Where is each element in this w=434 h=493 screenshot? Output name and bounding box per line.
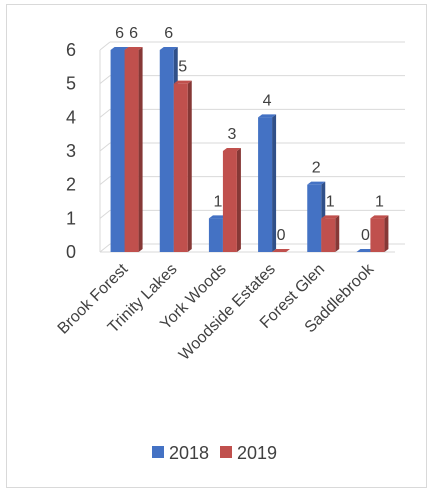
bar-2019-trinity-lakes-top xyxy=(173,80,192,84)
legend-item-2018: 2018 xyxy=(152,443,209,463)
data-label-2018-york-woods: 1 xyxy=(213,193,222,210)
legend: 2018 2019 xyxy=(152,443,277,463)
bar-2019-saddlebrook-front xyxy=(370,218,385,252)
data-label-2018-brook-forest: 6 xyxy=(115,25,124,42)
data-label-2019-forest-glen: 1 xyxy=(326,193,335,210)
bar-2019-trinity-lakes xyxy=(173,80,192,253)
data-label-2019-trinity-lakes: 5 xyxy=(178,59,187,76)
bar-2018-trinity-lakes-front xyxy=(159,50,174,252)
bar-2018-woodside-estates-side xyxy=(272,114,277,252)
data-label-2019-brook-forest: 6 xyxy=(129,25,138,42)
legend-label-2019: 2019 xyxy=(237,443,277,463)
y-tick-label: 1 xyxy=(66,208,76,228)
bar-2018-brook-forest-top xyxy=(110,47,129,50)
gridline-depth xyxy=(99,176,111,186)
bar-2019-york-woods-side xyxy=(236,148,241,252)
y-axis: 0 1 2 3 4 5 6 xyxy=(66,40,76,262)
data-label-2019-woodside-estates: 0 xyxy=(277,227,286,244)
y-tick-label: 6 xyxy=(66,40,76,60)
gridlines xyxy=(99,41,405,253)
y-tick-label: 2 xyxy=(66,175,76,195)
bar-2019-brook-forest-top xyxy=(124,47,143,50)
bar-2019-saddlebrook-top xyxy=(370,215,389,219)
bar-2018-brook-forest-front xyxy=(110,50,125,252)
bar-2019-trinity-lakes-side xyxy=(187,80,192,253)
bar-2018-trinity-lakes-top xyxy=(159,47,178,50)
bar-2018-saddlebrook-top xyxy=(356,249,375,252)
bar-2018-woodside-estates-top xyxy=(258,114,277,118)
bar-2019-brook-forest xyxy=(124,47,143,252)
bar-2019-brook-forest-side xyxy=(138,47,143,252)
bar-2019-saddlebrook-side xyxy=(384,215,389,252)
y-tick-label: 4 xyxy=(66,107,76,127)
gridline-depth xyxy=(99,243,111,253)
bar-2019-york-woods-top xyxy=(222,148,241,151)
gridline-depth xyxy=(99,41,111,51)
data-label-2018-woodside-estates: 4 xyxy=(263,92,272,109)
bar-2019-saddlebrook xyxy=(370,215,389,252)
legend-swatch-2018 xyxy=(152,446,164,458)
y-tick-label: 0 xyxy=(66,242,76,262)
y-tick-label: 3 xyxy=(66,141,76,161)
bar-2019-trinity-lakes-front xyxy=(173,83,188,253)
bar-2019-forest-glen-side xyxy=(335,215,340,252)
bar-2018-york-woods-top xyxy=(208,215,227,219)
bar-2018-forest-glen-front xyxy=(307,184,322,252)
bar-2019-york-woods-front xyxy=(222,151,237,252)
bar-2018-york-woods-front xyxy=(208,218,223,252)
gridline-depth xyxy=(99,209,111,219)
y-tick-label: 5 xyxy=(66,74,76,94)
gridline-depth xyxy=(99,142,111,152)
data-label-2018-saddlebrook: 0 xyxy=(361,227,370,244)
bar-2019-forest-glen xyxy=(321,215,340,252)
gridline-depth xyxy=(99,108,111,118)
bar-2019-woodside-estates-top xyxy=(272,249,291,252)
data-label-2018-trinity-lakes: 6 xyxy=(164,25,173,42)
gridline-depth xyxy=(99,75,111,85)
data-label-2018-forest-glen: 2 xyxy=(312,160,321,177)
legend-swatch-2019 xyxy=(220,446,232,458)
data-label-2019-york-woods: 3 xyxy=(227,126,236,143)
bar-2019-forest-glen-top xyxy=(321,215,340,219)
legend-item-2019: 2019 xyxy=(220,443,277,463)
data-label-2019-saddlebrook: 1 xyxy=(375,193,384,210)
bar-2018-woodside-estates-front xyxy=(258,117,273,252)
bar-2019-forest-glen-front xyxy=(321,218,336,252)
legend-label-2018: 2018 xyxy=(169,443,209,463)
bar-2019-woodside-estates xyxy=(272,249,291,253)
bar-2019-york-woods xyxy=(222,148,241,252)
bar-2019-brook-forest-front xyxy=(124,50,139,252)
bar-2018-saddlebrook xyxy=(356,249,375,253)
bar-2018-woodside-estates xyxy=(258,114,277,252)
bar-2018-forest-glen-top xyxy=(307,181,326,185)
bars xyxy=(110,47,389,253)
